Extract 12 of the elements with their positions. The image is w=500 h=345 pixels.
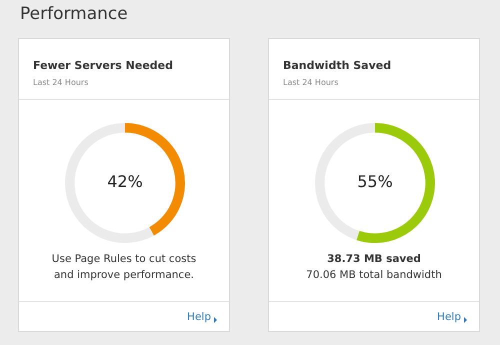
chart-title: Fewer Servers Needed: [33, 59, 173, 72]
chart-title: Bandwidth Saved: [283, 59, 392, 72]
chart-subtitle: Last 24 Hours: [283, 78, 338, 87]
data-label: 55%: [357, 172, 393, 192]
chart-subtitle: Last 24 Hours: [33, 78, 88, 87]
text: Help: [187, 311, 211, 323]
text: Use Page Rules to cut costs and improve performance.: [50, 252, 198, 283]
text: 38.73 MB saved: [326, 252, 422, 267]
text: 70.06 MB total bandwidth: [305, 268, 443, 283]
data-label: 42%: [107, 172, 143, 192]
text: Help: [437, 311, 461, 323]
text: Performance: [20, 4, 128, 24]
